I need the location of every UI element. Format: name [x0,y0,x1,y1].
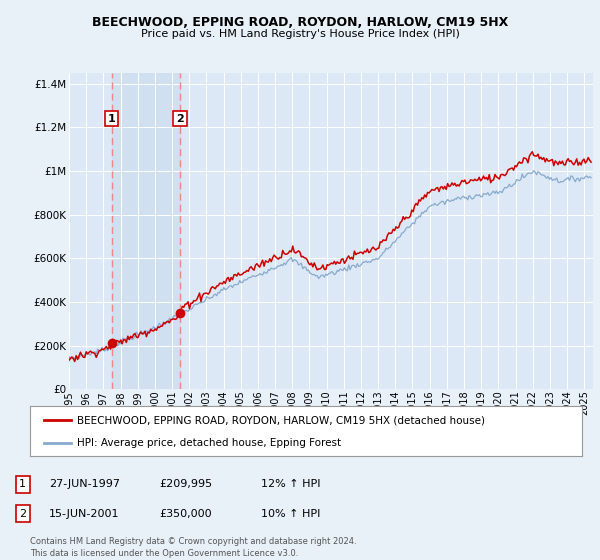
Text: 12% ↑ HPI: 12% ↑ HPI [261,479,320,489]
Text: £209,995: £209,995 [159,479,212,489]
Text: 1: 1 [19,479,26,489]
Text: Price paid vs. HM Land Registry's House Price Index (HPI): Price paid vs. HM Land Registry's House … [140,29,460,39]
Text: 27-JUN-1997: 27-JUN-1997 [49,479,120,489]
Text: 1: 1 [108,114,116,124]
Text: 2: 2 [19,508,26,519]
Text: 10% ↑ HPI: 10% ↑ HPI [261,508,320,519]
Bar [112,73,180,389]
Text: 2: 2 [176,114,184,124]
Text: Contains HM Land Registry data © Crown copyright and database right 2024.
This d: Contains HM Land Registry data © Crown c… [30,537,356,558]
Text: BEECHWOOD, EPPING ROAD, ROYDON, HARLOW, CM19 5HX (detached house): BEECHWOOD, EPPING ROAD, ROYDON, HARLOW, … [77,415,485,425]
Text: BEECHWOOD, EPPING ROAD, ROYDON, HARLOW, CM19 5HX: BEECHWOOD, EPPING ROAD, ROYDON, HARLOW, … [92,16,508,29]
Text: 15-JUN-2001: 15-JUN-2001 [49,508,120,519]
Text: HPI: Average price, detached house, Epping Forest: HPI: Average price, detached house, Eppi… [77,438,341,448]
Text: £350,000: £350,000 [159,508,212,519]
